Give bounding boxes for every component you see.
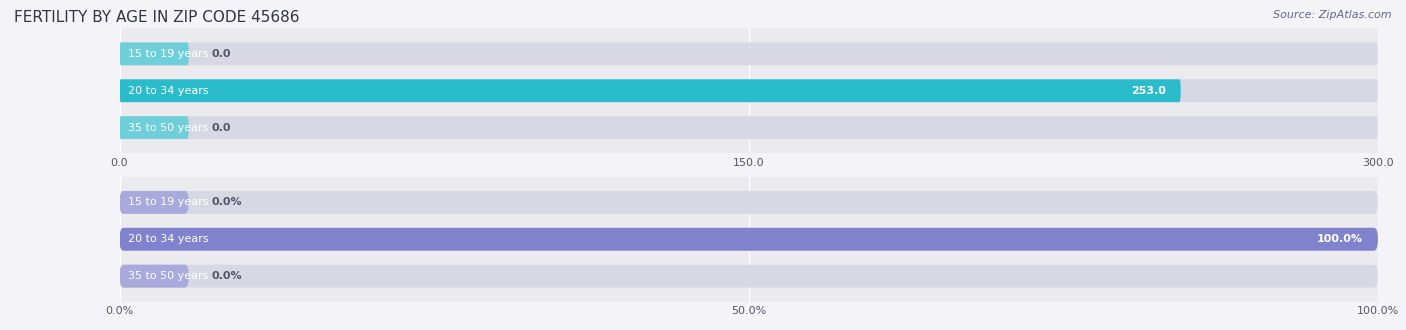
FancyBboxPatch shape (120, 79, 1181, 102)
Text: 0.0: 0.0 (211, 123, 231, 133)
FancyBboxPatch shape (120, 265, 1378, 287)
FancyBboxPatch shape (120, 265, 188, 287)
Text: 0.0%: 0.0% (211, 197, 242, 207)
Text: 100.0%: 100.0% (1317, 234, 1362, 244)
FancyBboxPatch shape (120, 228, 1378, 251)
Text: 253.0: 253.0 (1130, 86, 1166, 96)
FancyBboxPatch shape (120, 116, 188, 139)
FancyBboxPatch shape (120, 191, 188, 214)
Text: Source: ZipAtlas.com: Source: ZipAtlas.com (1274, 10, 1392, 20)
Text: 20 to 34 years: 20 to 34 years (128, 234, 209, 244)
FancyBboxPatch shape (120, 43, 1378, 65)
Text: FERTILITY BY AGE IN ZIP CODE 45686: FERTILITY BY AGE IN ZIP CODE 45686 (14, 10, 299, 25)
Text: 15 to 19 years: 15 to 19 years (128, 197, 209, 207)
Text: 0.0: 0.0 (211, 49, 231, 59)
FancyBboxPatch shape (120, 43, 188, 65)
FancyBboxPatch shape (120, 116, 1378, 139)
Text: 20 to 34 years: 20 to 34 years (128, 86, 209, 96)
FancyBboxPatch shape (120, 191, 1378, 214)
Text: 35 to 50 years: 35 to 50 years (128, 271, 208, 281)
Text: 0.0%: 0.0% (211, 271, 242, 281)
FancyBboxPatch shape (120, 228, 1378, 251)
FancyBboxPatch shape (120, 79, 1378, 102)
Text: 35 to 50 years: 35 to 50 years (128, 123, 208, 133)
Text: 15 to 19 years: 15 to 19 years (128, 49, 209, 59)
